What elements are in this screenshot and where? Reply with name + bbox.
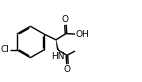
Text: HN: HN xyxy=(51,51,64,61)
Text: OH: OH xyxy=(75,30,89,39)
Text: O: O xyxy=(64,65,71,74)
Text: O: O xyxy=(62,15,69,24)
Text: Cl: Cl xyxy=(1,45,10,54)
Polygon shape xyxy=(56,40,59,50)
